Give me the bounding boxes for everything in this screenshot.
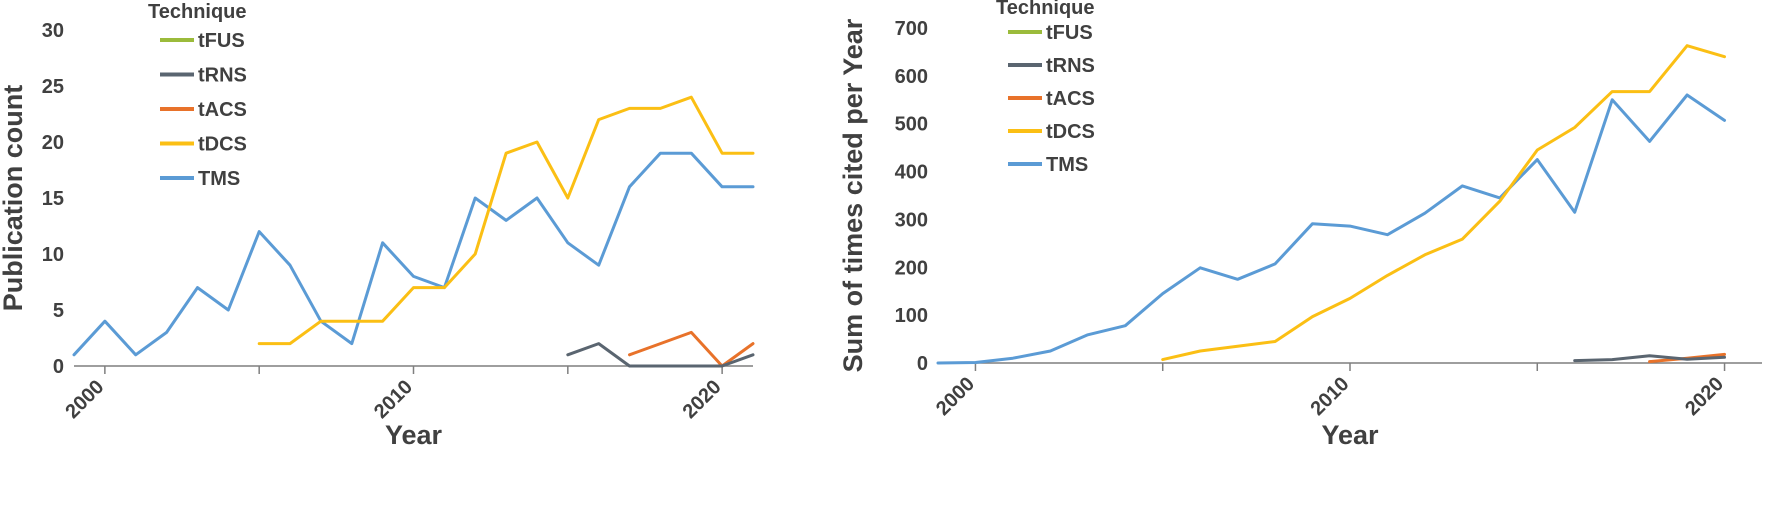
chart-publication-count: 0 5 10 15 20 25 30 2000 2010 2020 Publication coun… <box>0 1 755 450</box>
y-axis-title: Publication count <box>0 85 28 312</box>
y-tick-label: 0 <box>917 353 928 375</box>
x-tick-label: 2000 <box>61 376 108 423</box>
legend-label-tfus: tFUS <box>1046 22 1093 44</box>
y-tick-label: 15 <box>42 188 64 210</box>
x-tick-label: 2010 <box>370 376 417 423</box>
y-tick-label: 300 <box>895 209 928 231</box>
legend-label-tms: TMS <box>198 168 240 190</box>
x-tick-label: 2020 <box>679 376 726 423</box>
y-tick-label: 500 <box>895 114 928 136</box>
y-tick-label: 200 <box>895 257 928 279</box>
y-tick-label: 25 <box>42 76 64 98</box>
y-tick-label: 5 <box>53 300 64 322</box>
legend-label-trns: tRNS <box>198 65 247 87</box>
legend-title: Technique <box>996 0 1095 19</box>
series-line-trns <box>1573 354 1726 363</box>
y-tick-label: 20 <box>42 132 64 154</box>
y-axis-title: Sum of times cited per Year <box>838 18 868 372</box>
x-tick-label: 2010 <box>1307 373 1354 420</box>
series-line-tdcs <box>1161 44 1726 362</box>
chart-times-cited: 0 100 200 300 400 500 600 700 2000 2010 2020 Sum of… <box>838 0 1762 450</box>
x-tick-label: 2000 <box>932 373 979 420</box>
series-line-trns <box>566 342 755 368</box>
legend-label-tdcs: tDCS <box>1046 121 1095 143</box>
y-tick-label: 0 <box>53 356 64 378</box>
y-tick-label: 30 <box>42 20 64 42</box>
y-tick-label: 700 <box>895 18 928 40</box>
y-tick-label: 10 <box>42 244 64 266</box>
series-line-tdcs <box>257 95 755 346</box>
x-axis-title: Year <box>1321 420 1379 450</box>
x-tick-label: 2020 <box>1681 373 1728 420</box>
legend-label-tfus: tFUS <box>198 30 245 52</box>
x-axis-title: Year <box>385 420 443 450</box>
series-line-tms <box>936 93 1726 365</box>
legend-label-tdcs: tDCS <box>198 134 247 156</box>
legend-label-tms: TMS <box>1046 154 1088 176</box>
y-tick-label: 600 <box>895 66 928 88</box>
legend-title: Technique <box>148 1 247 23</box>
legend-label-tacs: tACS <box>1046 88 1095 110</box>
series-line-tacs <box>628 330 755 368</box>
legend-label-tacs: tACS <box>198 99 247 121</box>
y-tick-label: 100 <box>895 305 928 327</box>
y-tick-label: 400 <box>895 162 928 184</box>
series-line-tms <box>72 151 755 357</box>
legend-label-trns: tRNS <box>1046 55 1095 77</box>
